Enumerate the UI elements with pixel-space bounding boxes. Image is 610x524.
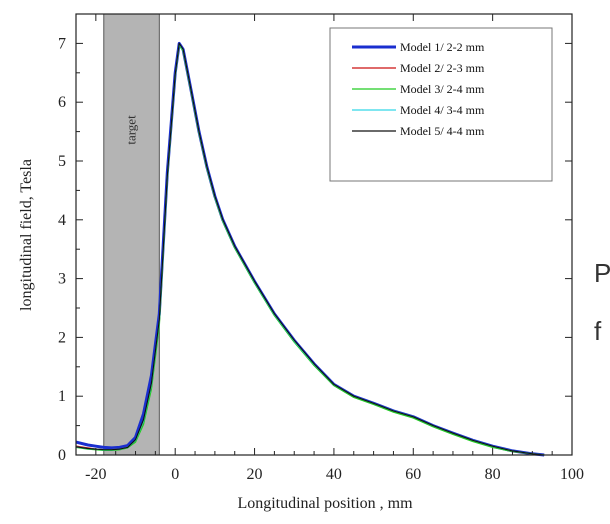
side-text-line2: f bbox=[594, 316, 602, 346]
x-axis-title: Longitudinal position , mm bbox=[237, 495, 413, 512]
x-tick-label: 20 bbox=[247, 466, 263, 483]
side-text-line1: P bbox=[594, 258, 610, 288]
legend-label: Model 3/ 2-4 mm bbox=[400, 82, 485, 96]
y-tick-label: 1 bbox=[58, 388, 66, 405]
series-group bbox=[75, 41, 545, 457]
legend-label: Model 2/ 2-3 mm bbox=[400, 61, 485, 75]
y-tick-label: 3 bbox=[58, 271, 66, 288]
plot-frame bbox=[75, 13, 573, 456]
y-tick-label: 7 bbox=[58, 35, 66, 52]
x-tick-label: -20 bbox=[85, 466, 106, 483]
y-tick-label: 4 bbox=[58, 212, 66, 229]
x-tick-label: 60 bbox=[405, 466, 421, 483]
y-axis: 0 1 2 3 4 5 6 7 bbox=[58, 35, 572, 464]
y-axis-title: longitudinal field, Tesla bbox=[18, 159, 35, 311]
y-tick-label: 0 bbox=[58, 447, 66, 464]
legend: Model 1/ 2-2 mm Model 2/ 2-3 mm Model 3/ 2… bbox=[329, 27, 553, 182]
target-label: target bbox=[124, 115, 139, 145]
legend-label: Model 1/ 2-2 mm bbox=[400, 40, 485, 54]
legend-label: Model 4/ 3-4 mm bbox=[400, 103, 485, 117]
target-region: target bbox=[103, 13, 160, 456]
y-tick-label: 2 bbox=[58, 329, 66, 346]
x-axis: -20 0 20 40 60 80 100 bbox=[75, 14, 584, 483]
x-tick-label: 0 bbox=[171, 466, 179, 483]
x-tick-label: 80 bbox=[485, 466, 501, 483]
series-line-5 bbox=[75, 42, 545, 456]
x-tick-label: 100 bbox=[560, 466, 584, 483]
y-tick-label: 5 bbox=[58, 153, 66, 170]
legend-label: Model 5/ 4-4 mm bbox=[400, 124, 485, 138]
x-tick-label: 40 bbox=[326, 466, 342, 483]
y-tick-label: 6 bbox=[58, 94, 66, 111]
legend-box bbox=[329, 27, 553, 182]
